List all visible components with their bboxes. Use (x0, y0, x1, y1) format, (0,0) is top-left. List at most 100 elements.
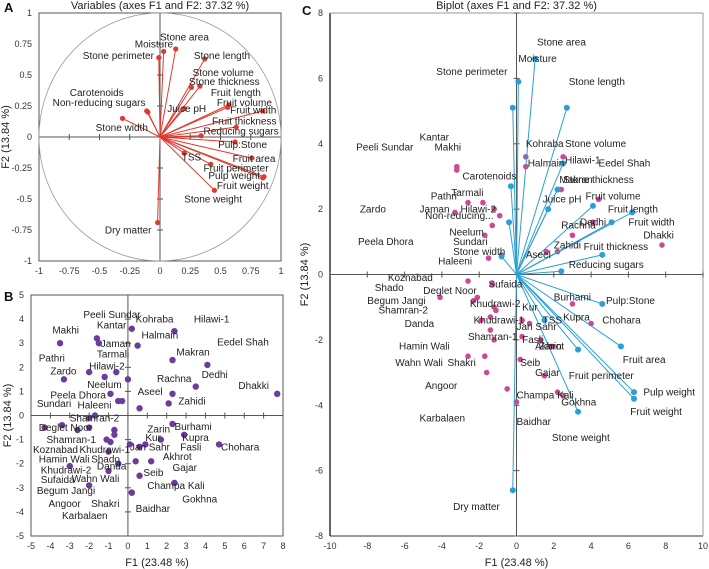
variable-label: Juice pH (543, 195, 582, 206)
observation-label: Angoor (48, 499, 81, 510)
observation-point (93, 335, 101, 342)
observation-point (560, 154, 566, 160)
observation-label: Khudrawi-1 (79, 445, 130, 456)
observation-label: Hilawi-2 (89, 362, 125, 373)
variable-label: Moisture (135, 40, 174, 51)
variable-point (630, 389, 637, 396)
variable-vector (159, 58, 206, 138)
variable-vector (159, 110, 263, 138)
x-axis-label: F1 (23.48 %) (125, 557, 189, 569)
variable-vector (516, 205, 594, 275)
variable-vector (516, 211, 633, 275)
variable-vector (159, 136, 236, 143)
observation-label: Seib (520, 358, 540, 369)
variable-vector (516, 163, 564, 275)
y-tick-label: -1 (24, 256, 32, 266)
observation-point (171, 327, 178, 335)
variable-label: Reducing sugars (569, 260, 644, 271)
x-tick-label: -5 (27, 541, 35, 551)
variable-label: Stone thickness (563, 175, 634, 186)
observation-point (66, 462, 73, 470)
observation-point (74, 426, 81, 434)
variable-label: Fruit thickness (584, 242, 648, 253)
observation-label: Hilawi-1 (565, 155, 601, 166)
observation-point (56, 340, 64, 347)
observation-point (113, 368, 120, 376)
observation-label: Champa Kali (147, 481, 204, 492)
variable-vector (157, 136, 161, 223)
observation-point (165, 400, 172, 407)
variable-point (181, 105, 187, 112)
variable-vector (159, 135, 202, 138)
observation-point (470, 297, 477, 304)
y-tick-label: -0.5 (16, 194, 32, 204)
observation-label: Kantar (420, 132, 450, 143)
variable-label: Stone perimeter (83, 51, 155, 62)
variable-label: Stone width (453, 247, 505, 258)
observation-point (483, 369, 490, 376)
variable-vector (159, 108, 185, 138)
variable-vector (516, 254, 603, 275)
observation-label: Akhrot (163, 452, 192, 463)
y-tick-label: 0 (19, 411, 24, 421)
observation-label: Sundari (453, 237, 487, 248)
variable-point (208, 161, 214, 167)
variable-point (233, 124, 239, 130)
observation-label: Begum Jangi (367, 296, 425, 307)
x-tick-label: -3 (66, 541, 74, 551)
x-tick-label: 1 (278, 266, 283, 276)
observation-label: Wahn Wali (72, 474, 120, 485)
y-axis-label: F2 (13.84 %) (0, 105, 12, 169)
observation-point (105, 448, 112, 455)
observation-point (91, 412, 99, 419)
variable-label: Juice pH (167, 104, 206, 115)
panel-b: -5 -4 -3 -2 -1 0 1 2 3 4 5 6 7 8 -5 -4 -3 -2 -1 0 1 2 3 4 5 F1 (2… (2, 289, 286, 569)
x-tick-label: -8 (363, 541, 371, 551)
observation-label: Shamran-1 (468, 332, 518, 343)
variable-vector (516, 81, 519, 275)
variable-label: Stone length (569, 77, 625, 88)
observation-label: Burhami (554, 293, 591, 304)
variable-point (515, 78, 522, 85)
observation-label: Dhakki (238, 381, 269, 392)
observation-point (452, 209, 458, 216)
observation-label: Zarin (539, 342, 562, 353)
observation-point (115, 460, 122, 467)
observation-point (465, 278, 471, 284)
variable-vector (159, 51, 165, 138)
variable-point (181, 150, 187, 156)
variable-label: Carotenoids (70, 88, 124, 99)
variable-vector (516, 274, 635, 393)
observation-point (132, 458, 139, 465)
observation-point (437, 294, 443, 301)
x-tick-label: -4 (438, 541, 446, 551)
x-tick-label: -4 (46, 541, 54, 551)
x-tick-label: -10 (323, 541, 336, 551)
chart-title: Variables (axes F1 and F2: 37.32 %) (71, 0, 249, 12)
observation-label: Danda (97, 462, 127, 473)
observation-label: Dedhi (202, 370, 228, 381)
observation-label: Dhakki (643, 231, 674, 242)
observation-point (95, 340, 103, 347)
observation-label: Aseel (526, 250, 551, 261)
x-tick-label: 6 (242, 541, 247, 551)
observation-point (41, 424, 48, 431)
x-tick-label: -0.5 (92, 266, 108, 276)
x-tick-label: -1 (35, 266, 43, 276)
y-tick-label: 4 (19, 314, 24, 324)
x-tick-label: 2 (164, 541, 169, 551)
variable-point (161, 48, 167, 55)
variable-label: Fruit perimeter (204, 164, 270, 175)
observation-label: Tarmali (97, 350, 129, 361)
variable-point (202, 56, 208, 62)
observation-label: Makhi (52, 326, 79, 337)
variable-point (560, 160, 567, 167)
observation-point (465, 199, 471, 206)
observation-label: Peela Dhora (358, 237, 414, 248)
observation-point (491, 337, 497, 343)
observation-point (124, 376, 132, 383)
variable-label: Fruit perimeter (569, 371, 635, 382)
y-tick-label: 8 (318, 8, 323, 18)
variable-point (554, 186, 561, 193)
